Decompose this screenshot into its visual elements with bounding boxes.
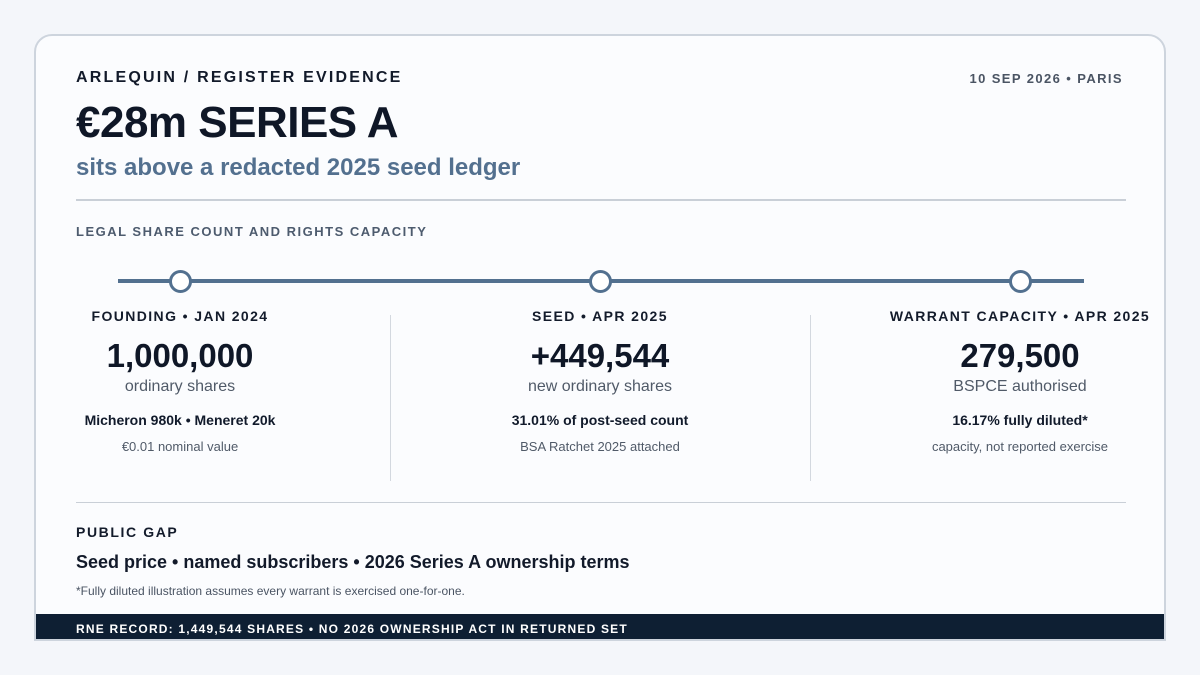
- header-divider: [76, 199, 1126, 201]
- column-divider: [390, 315, 391, 481]
- section-label: LEGAL SHARE COUNT AND RIGHTS CAPACITY: [76, 224, 428, 239]
- subheadline: sits above a redacted 2025 seed ledger: [76, 154, 521, 181]
- column-heading: FOUNDING • JAN 2024: [91, 308, 269, 324]
- footnote: *Fully diluted illustration assumes ever…: [76, 584, 465, 598]
- column-unit: BSPCE authorised: [953, 378, 1087, 395]
- column-note: capacity, not reported exercise: [931, 439, 1109, 454]
- column-figure: 279,500: [960, 337, 1080, 374]
- column-heading: SEED • APR 2025: [532, 308, 668, 324]
- evidence-card: ARLEQUIN / REGISTER EVIDENCE 10 SEP 2026…: [34, 34, 1166, 641]
- column-unit: new ordinary shares: [527, 378, 673, 395]
- dateline: 10 SEP 2026 • PARIS: [969, 71, 1123, 86]
- column-divider: [810, 315, 811, 481]
- timeline-column-warrant: WARRANT CAPACITY • APR 2025 279,500 BSPC…: [870, 308, 1164, 454]
- gap-divider: [76, 502, 1126, 503]
- timeline-node-warrant: [1009, 270, 1032, 293]
- footer-bar: RNE RECORD: 1,449,544 SHARES • NO 2026 O…: [36, 614, 1164, 639]
- public-gap-items: Seed price • named subscribers • 2026 Se…: [76, 552, 630, 572]
- footer-text: RNE RECORD: 1,449,544 SHARES • NO 2026 O…: [76, 622, 628, 636]
- column-note: BSA Ratchet 2025 attached: [520, 439, 680, 454]
- timeline-column-founding: FOUNDING • JAN 2024 1,000,000 ordinary s…: [36, 308, 330, 454]
- kicker: ARLEQUIN / REGISTER EVIDENCE: [76, 69, 403, 86]
- timeline-node-founding: [169, 270, 192, 293]
- column-unit: ordinary shares: [124, 378, 236, 395]
- column-figure: +449,544: [530, 337, 670, 374]
- timeline-column-seed: SEED • APR 2025 +449,544 new ordinary sh…: [450, 308, 750, 454]
- public-gap-label: PUBLIC GAP: [76, 524, 179, 540]
- column-detail: Micheron 980k • Meneret 20k: [84, 412, 276, 428]
- column-detail: 31.01% of post-seed count: [511, 412, 689, 428]
- column-heading: WARRANT CAPACITY • APR 2025: [889, 308, 1151, 324]
- headline: €28m SERIES A: [76, 98, 399, 147]
- timeline-node-seed: [589, 270, 612, 293]
- column-figure: 1,000,000: [106, 337, 254, 374]
- column-note: €0.01 nominal value: [121, 439, 239, 454]
- column-detail: 16.17% fully diluted*: [952, 412, 1088, 428]
